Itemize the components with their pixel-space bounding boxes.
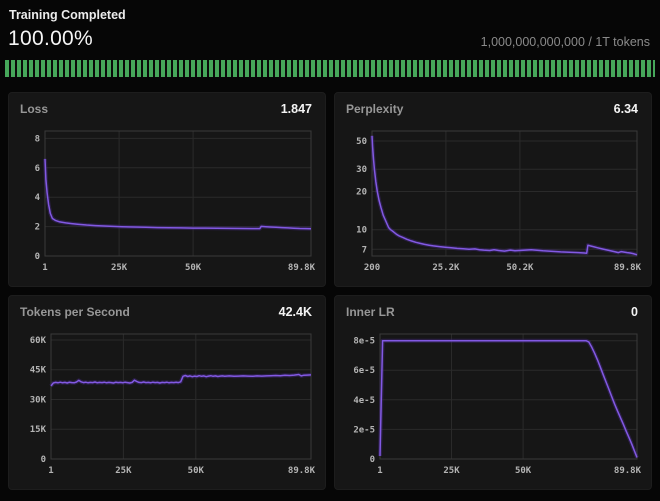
svg-text:25K: 25K [443, 466, 460, 476]
svg-text:89.8K: 89.8K [288, 263, 316, 273]
svg-text:1: 1 [377, 466, 382, 476]
svg-text:30K: 30K [30, 396, 47, 406]
svg-text:25.2K: 25.2K [432, 263, 460, 273]
loss-current-value: 1.847 [280, 102, 312, 116]
svg-text:25K: 25K [111, 263, 128, 273]
perplexity-current-value: 6.34 [613, 102, 638, 116]
token-count-label: 1,000,000,000,000 / 1T tokens [480, 35, 650, 49]
progress-header: 100.00% 1,000,000,000,000 / 1T tokens [8, 27, 650, 51]
tokens-per-second-chart-title: Tokens per Second [20, 305, 130, 319]
svg-text:8e-5: 8e-5 [353, 337, 375, 347]
tokens-per-second-chart: 0 15K 30K 45K 60K 1 25K 50K 89.8K [30, 333, 316, 476]
svg-text:60K: 60K [30, 336, 47, 346]
svg-text:50K: 50K [185, 263, 202, 273]
loss-chart-panel: Loss 1.847 0 2 4 6 8 1 25K 50K 89.8K [8, 92, 326, 287]
svg-text:20: 20 [356, 188, 367, 198]
inner-lr-chart-panel: Inner LR 0 0 2e-5 4e-5 6e-5 8e-5 1 25K 50K 89.8K [334, 295, 652, 490]
loss-chart: 0 2 4 6 8 1 25K 50K 89.8K [35, 130, 316, 273]
svg-text:0: 0 [41, 455, 46, 465]
inner-lr-current-value: 0 [631, 305, 638, 319]
svg-text:15K: 15K [30, 425, 47, 435]
svg-text:2: 2 [35, 223, 40, 233]
inner-lr-chart: 0 2e-5 4e-5 6e-5 8e-5 1 25K 50K 89.8K [353, 333, 642, 476]
training-status-title: Training Completed [9, 8, 126, 22]
progress-percent: 100.00% [8, 27, 94, 50]
svg-text:7: 7 [362, 245, 367, 255]
svg-text:6: 6 [35, 164, 40, 174]
svg-text:1: 1 [48, 466, 53, 476]
svg-text:89.8K: 89.8K [614, 263, 642, 273]
svg-text:10: 10 [356, 226, 367, 236]
svg-text:0: 0 [370, 455, 375, 465]
svg-text:2e-5: 2e-5 [353, 425, 375, 435]
svg-text:89.8K: 89.8K [288, 466, 316, 476]
tokens-per-second-chart-panel: Tokens per Second 42.4K 0 15K 30K 45K 60K 1 25… [8, 295, 326, 490]
svg-text:50.2K: 50.2K [506, 263, 534, 273]
svg-text:4: 4 [35, 193, 41, 203]
perplexity-chart-title: Perplexity [346, 102, 404, 116]
svg-text:45K: 45K [30, 366, 47, 376]
charts-grid: Loss 1.847 0 2 4 6 8 1 25K 50K 89.8K Perplexity … [8, 92, 652, 490]
perplexity-chart-panel: Perplexity 6.34 7 10 20 30 50 200 25.2K 50.2K 89… [334, 92, 652, 287]
svg-text:50: 50 [356, 137, 367, 147]
svg-text:6e-5: 6e-5 [353, 366, 375, 376]
svg-text:25K: 25K [115, 466, 132, 476]
svg-text:30: 30 [356, 165, 367, 175]
svg-text:200: 200 [364, 263, 380, 273]
progress-bar [5, 60, 655, 77]
svg-text:50K: 50K [188, 466, 205, 476]
inner-lr-chart-title: Inner LR [346, 305, 395, 319]
tokens-per-second-current-value: 42.4K [278, 305, 312, 319]
svg-text:4e-5: 4e-5 [353, 396, 375, 406]
svg-text:8: 8 [35, 134, 40, 144]
loss-chart-title: Loss [20, 102, 49, 116]
svg-text:0: 0 [35, 252, 40, 262]
svg-text:89.8K: 89.8K [614, 466, 642, 476]
svg-text:1: 1 [42, 263, 47, 273]
svg-text:50K: 50K [515, 466, 532, 476]
perplexity-chart: 7 10 20 30 50 200 25.2K 50.2K 89.8K [356, 130, 642, 273]
